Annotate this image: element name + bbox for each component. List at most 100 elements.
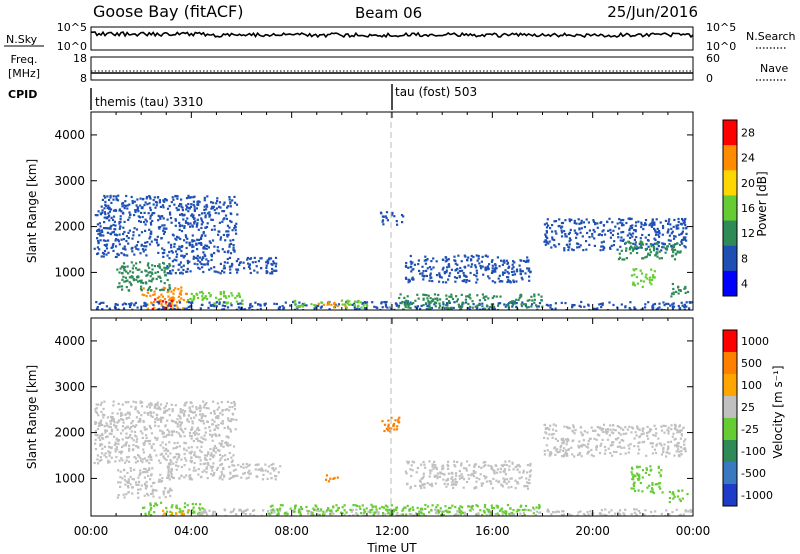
power-cell xyxy=(161,300,165,303)
power-cell xyxy=(597,233,600,236)
power-cell xyxy=(598,303,601,306)
velocity-cell xyxy=(124,444,127,447)
power-cell xyxy=(602,224,605,227)
velocity-cell xyxy=(668,497,672,500)
power-cell xyxy=(518,264,521,267)
velocity-cell xyxy=(354,504,357,507)
velocity-cell xyxy=(674,424,677,427)
power-cell xyxy=(181,272,184,275)
power-cell xyxy=(640,223,643,226)
power-cell xyxy=(520,270,523,273)
power-cell xyxy=(425,294,428,297)
power-cell xyxy=(201,266,204,269)
power-cell xyxy=(668,234,671,237)
velocity-cell xyxy=(99,444,102,447)
velocity-cell xyxy=(363,508,366,511)
velocity-cell xyxy=(137,488,140,491)
power-cell xyxy=(100,229,103,232)
power-cell xyxy=(171,196,174,199)
power-cell xyxy=(551,308,554,310)
power-cell xyxy=(625,257,628,260)
velocity-cell xyxy=(122,493,125,496)
velocity-cell xyxy=(501,510,504,513)
power-cell xyxy=(153,265,157,268)
velocity-cell xyxy=(454,477,457,481)
velocity-cell xyxy=(170,473,173,476)
power-cell xyxy=(653,229,657,232)
velocity-cell xyxy=(681,489,684,492)
velocity-cell xyxy=(660,425,663,428)
velocity-cell xyxy=(224,408,227,411)
power-cell xyxy=(400,214,404,217)
velocity-cell xyxy=(127,481,130,484)
velocity-cell xyxy=(451,481,454,484)
power-cell xyxy=(647,233,650,237)
power-cell xyxy=(652,306,655,309)
velocity-cell xyxy=(98,459,101,462)
power-cell xyxy=(105,305,108,308)
velocity-cell xyxy=(151,492,154,495)
velocity-cell xyxy=(638,428,641,431)
velocity-cell xyxy=(179,417,182,420)
velocity-cell xyxy=(587,450,591,453)
power-cell xyxy=(633,229,636,232)
power-cell xyxy=(661,242,664,245)
velocity-cell xyxy=(387,512,390,515)
velocity-cell xyxy=(188,468,191,471)
velocity-cell xyxy=(671,511,674,514)
velocity-cell xyxy=(415,471,418,474)
power-cell xyxy=(620,303,623,306)
power-cell xyxy=(609,246,612,249)
velocity-cell xyxy=(101,433,104,436)
power-cell xyxy=(239,261,242,264)
power-cell xyxy=(574,231,577,234)
power-cell xyxy=(237,292,240,295)
velocity-cell xyxy=(480,466,483,469)
velocity-cell xyxy=(123,496,126,499)
velocity-cell xyxy=(211,469,214,472)
velocity-cell xyxy=(577,511,580,514)
power-cell xyxy=(206,298,209,301)
velocity-cell xyxy=(161,430,164,433)
power-cell xyxy=(657,233,660,236)
power-cell xyxy=(211,239,215,242)
velocity-cell xyxy=(526,485,529,488)
velocity-cell xyxy=(95,434,98,437)
power-cell xyxy=(153,290,156,293)
velocity-cell xyxy=(98,434,102,437)
power-ytick-label: 2000 xyxy=(54,220,85,234)
velocity-cell xyxy=(483,475,486,478)
power-cell xyxy=(379,308,382,310)
power-cell xyxy=(393,308,396,310)
freq-strip-frame xyxy=(90,56,694,81)
velocity-cell xyxy=(395,428,399,431)
velocity-cell xyxy=(119,481,122,484)
velocity-cell xyxy=(105,422,108,425)
velocity-cell xyxy=(679,513,682,516)
power-cell xyxy=(601,303,604,306)
power-cell xyxy=(102,227,106,230)
velocity-cell xyxy=(471,473,474,476)
power-cell xyxy=(442,281,445,284)
power-cell xyxy=(272,260,275,263)
power-cell xyxy=(469,271,472,275)
power-cell xyxy=(145,254,148,257)
velocity-cell xyxy=(600,427,603,430)
velocity-cell xyxy=(477,465,481,468)
power-cell xyxy=(455,268,458,271)
velocity-cell xyxy=(646,486,649,489)
velocity-cell xyxy=(486,508,489,511)
power-cell xyxy=(382,223,385,226)
power-cell xyxy=(123,265,127,269)
velocity-cell xyxy=(524,504,528,508)
velocity-cell xyxy=(177,432,181,435)
velocity-cell xyxy=(100,410,103,413)
velocity-cell xyxy=(673,427,676,430)
power-cell xyxy=(219,238,222,241)
power-cell xyxy=(481,308,484,310)
power-cell xyxy=(647,301,650,304)
power-cell xyxy=(281,305,284,308)
velocity-cell xyxy=(144,468,147,471)
velocity-cell xyxy=(204,462,207,465)
power-cell xyxy=(295,306,298,309)
